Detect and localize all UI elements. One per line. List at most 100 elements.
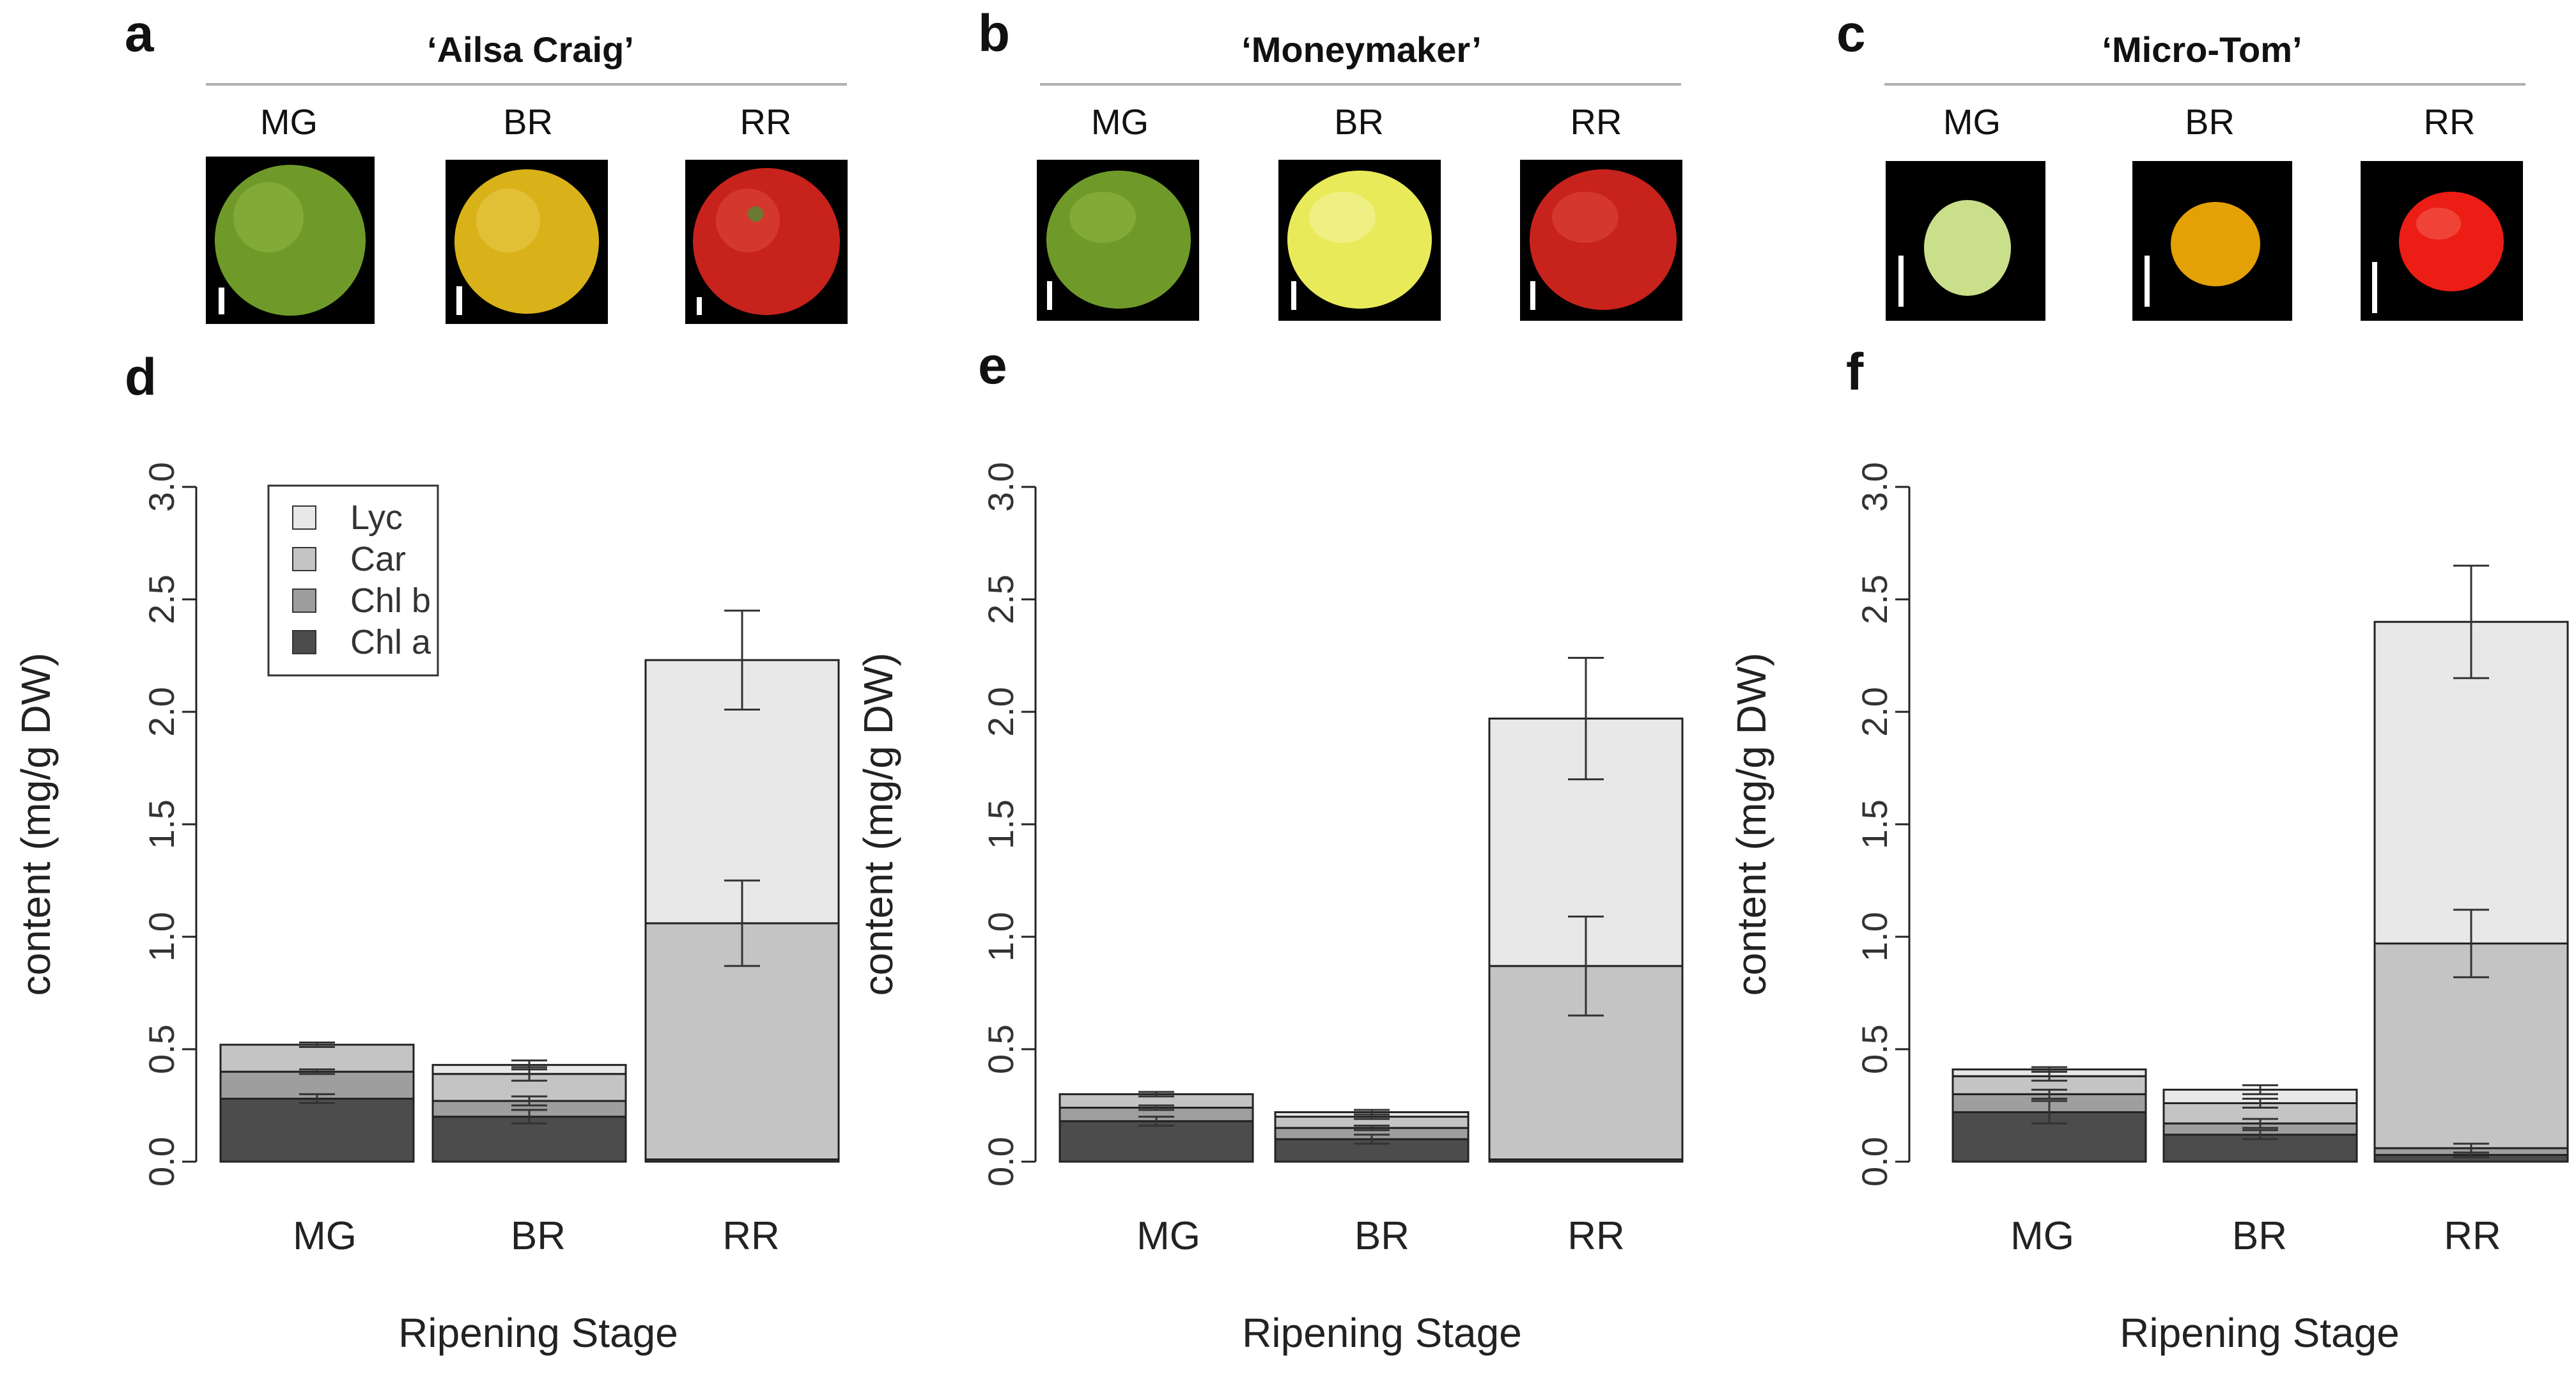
legend-label-lyc: Lyc [350, 498, 403, 537]
stage-label-c-rr: RR [2424, 102, 2476, 142]
y-tick-label-d-3: 1.5 [141, 799, 182, 849]
x-category-label-f-mg: MG [2010, 1214, 2074, 1258]
x-category-label-f-br: BR [2232, 1214, 2287, 1258]
error-bar-e-mg-car [1138, 1091, 1174, 1098]
y-tick-label-e-3: 1.5 [981, 799, 1021, 849]
plot-area-d: 0.0 0.5 1.0 1.5 2.0 2.5 3.0 content (mg/g DW) MG… [13, 462, 840, 1356]
stage-label-a-rr: RR [740, 102, 792, 142]
stage-label-a-br: BR [503, 102, 553, 142]
y-tick-label-e-2: 1.0 [981, 912, 1021, 962]
y-axis-title-e: content (mg/g DW) [855, 652, 901, 996]
error-bar-d-mg-chl-a [299, 1093, 335, 1104]
error-bar-d-rr-lyc [724, 610, 760, 711]
cultivar-title-a: ‘Ailsa Craig’ [427, 29, 634, 70]
x-category-label-e-mg: MG [1137, 1214, 1200, 1258]
panel-letter-d: d [125, 348, 157, 406]
y-tick-label-f-3: 1.5 [1854, 799, 1895, 849]
fruit-photo-c-mg [1886, 161, 2045, 321]
stage-label-c-br: BR [2185, 102, 2235, 142]
x-axis-title-d: Ripening Stage [398, 1310, 678, 1356]
legend-label-chl-a: Chl a [350, 623, 431, 661]
legend-swatch-chl-b [292, 588, 316, 613]
error-bar-d-mg-chl-b [299, 1068, 335, 1075]
y-tick-label-e-5: 2.5 [981, 574, 1021, 624]
error-bar-f-br-chl-a [2242, 1129, 2278, 1141]
y-tick-label-f-4: 2.0 [1854, 687, 1895, 737]
error-bar-e-br-chl-b [1354, 1125, 1390, 1132]
panel-a: a ‘Ailsa Craig’ MG BR RR [125, 4, 848, 324]
y-tick-label-d-5: 2.5 [141, 574, 182, 624]
y-tick-label-d-6: 3.0 [141, 462, 182, 512]
stage-label-a-mg: MG [260, 102, 318, 142]
error-bar-e-mg-chl-b [1138, 1104, 1174, 1111]
y-tick-label-f-6: 3.0 [1854, 462, 1895, 512]
stage-label-b-mg: MG [1091, 102, 1149, 142]
chart-panel-d: d 0.0 0.5 1.0 1.5 2.0 2.5 3.0 content (mg/g DW)… [13, 348, 840, 1356]
panel-letter-a: a [125, 4, 155, 63]
panel-letter-b: b [978, 4, 1010, 63]
error-bar-e-br-chl-a [1354, 1134, 1390, 1145]
fruit-photo-b-mg [1037, 160, 1199, 321]
fruit-photo-a-rr [685, 160, 848, 324]
error-bar-e-rr-lyc [1568, 657, 1604, 781]
plot-area-f: 0.0 0.5 1.0 1.5 2.0 2.5 3.0 content (mg/g DW) MG… [1728, 462, 2569, 1356]
error-bar-d-br-lyc [511, 1059, 547, 1071]
panel-letter-c: c [1836, 4, 1866, 63]
error-bar-f-br-lyc [2242, 1084, 2278, 1095]
stage-label-c-mg: MG [1943, 102, 2001, 142]
legend-swatch-chl-a [292, 630, 316, 654]
y-tick-label-f-0: 0.0 [1854, 1137, 1895, 1187]
x-category-label-d-br: BR [511, 1214, 566, 1258]
bar-d-mg-chl-a [219, 1097, 415, 1163]
error-bar-e-rr-car [1568, 915, 1604, 1017]
legend-label-car: Car [350, 540, 406, 578]
fruit-photo-a-br [446, 160, 608, 324]
fruit-photo-b-br [1278, 160, 1441, 321]
legend-swatch-car [292, 547, 316, 571]
error-bar-e-mg-chl-a [1138, 1116, 1174, 1127]
y-tick-label-f-1: 0.5 [1854, 1024, 1895, 1074]
y-axis-title-f: content (mg/g DW) [1728, 652, 1774, 996]
error-bar-f-br-chl-b [2242, 1118, 2278, 1129]
y-tick-label-d-4: 2.0 [141, 687, 182, 737]
stage-label-b-rr: RR [1571, 102, 1622, 142]
error-bar-f-rr-lyc [2453, 564, 2489, 679]
y-tick-label-d-0: 0.0 [141, 1137, 182, 1187]
y-axis-title-d: content (mg/g DW) [13, 652, 59, 996]
fruit-photo-b-rr [1520, 160, 1682, 321]
x-category-label-e-rr: RR [1567, 1214, 1625, 1258]
x-axis-title-f: Ripening Stage [2120, 1310, 2400, 1356]
fruit-photo-a-mg [206, 157, 375, 324]
fruit-photo-c-rr [2361, 161, 2523, 321]
legend: Lyc Car Chl b Chl a [267, 484, 439, 677]
plot-area-e: 0.0 0.5 1.0 1.5 2.0 2.5 3.0 content (mg/g DW) MG… [855, 462, 1684, 1356]
error-bar-f-mg-chl-a [2031, 1100, 2067, 1125]
y-tick-label-d-1: 0.5 [141, 1024, 182, 1074]
x-category-label-d-mg: MG [293, 1214, 357, 1258]
error-bar-d-br-chl-a [511, 1109, 547, 1125]
error-bar-f-rr-car [2453, 909, 2489, 978]
error-bar-d-br-chl-b [511, 1095, 547, 1107]
cultivar-title-c: ‘Micro-Tom’ [2102, 29, 2302, 70]
chart-panel-f: f 0.0 0.5 1.0 1.5 2.0 2.5 3.0 content (mg/g DW)… [1728, 343, 2569, 1356]
y-tick-label-e-4: 2.0 [981, 687, 1021, 737]
stage-label-b-br: BR [1334, 102, 1384, 142]
x-category-label-f-rr: RR [2444, 1214, 2501, 1258]
y-tick-label-e-1: 0.5 [981, 1024, 1021, 1074]
y-tick-label-f-2: 1.0 [1854, 912, 1895, 962]
panel-letter-e: e [978, 337, 1007, 395]
error-bar-f-rr-chl-b [2453, 1142, 2489, 1154]
y-tick-label-f-5: 2.5 [1854, 574, 1895, 624]
chart-panel-e: e 0.0 0.5 1.0 1.5 2.0 2.5 3.0 content (mg/g DW)… [855, 337, 1684, 1356]
x-category-label-e-br: BR [1354, 1214, 1409, 1258]
bar-d-mg-car [219, 1043, 415, 1073]
error-bar-f-br-car [2242, 1097, 2278, 1109]
legend-label-chl-b: Chl b [350, 581, 431, 620]
y-tick-label-d-2: 1.0 [141, 912, 182, 962]
error-bar-d-mg-car [299, 1041, 335, 1048]
panel-letter-f: f [1846, 343, 1864, 401]
legend-swatch-lyc [292, 505, 316, 530]
panel-b: b ‘Moneymaker’ MG BR RR [978, 4, 1682, 321]
panel-c: c ‘Micro-Tom’ MG BR RR [1836, 4, 2526, 321]
